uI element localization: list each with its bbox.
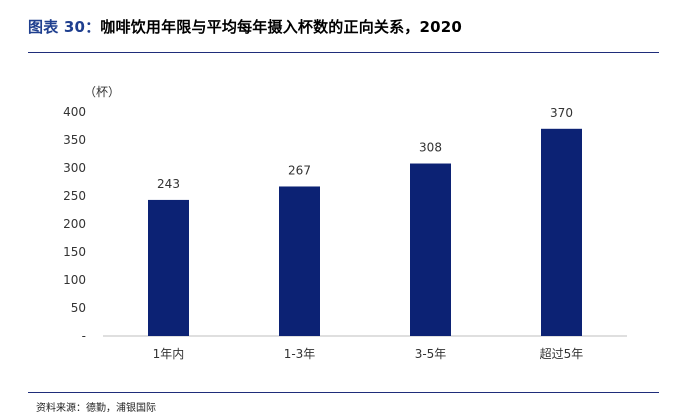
bars: [148, 128, 582, 336]
y-axis-ticks: 400 350 300 250 200 150 100 50 -: [63, 105, 86, 343]
x-tick-label: 1-3年: [284, 347, 316, 361]
y-axis-unit-label: （杯）: [84, 85, 120, 99]
bar: [410, 163, 451, 336]
bar: [148, 199, 189, 336]
bar-chart: （杯） 400 350 300 250 200 150 100 50 - 243 267 308 37…: [63, 85, 627, 361]
chart-title: 图表 30：咖啡饮用年限与平均每年摄入杯数的正向关系，2020: [28, 16, 462, 37]
bar-value-label: 243: [157, 177, 180, 191]
y-tick-label: 150: [63, 245, 86, 259]
y-tick-label: 400: [63, 105, 86, 119]
bar-value-label: 308: [419, 141, 442, 155]
y-tick-label: 300: [63, 161, 86, 175]
x-axis-tick-labels: 1年内 1-3年 3-5年 超过5年: [153, 346, 584, 361]
y-tick-label: 100: [63, 273, 86, 287]
y-tick-label: -: [82, 329, 86, 343]
x-tick-label: 3-5年: [415, 347, 447, 361]
bottom-divider: [28, 392, 659, 393]
y-tick-label: 250: [63, 189, 86, 203]
figure-title: 咖啡饮用年限与平均每年摄入杯数的正向关系，2020: [100, 18, 463, 36]
source-note: 资料来源：德勤，浦银国际: [36, 403, 156, 414]
y-tick-label: 50: [71, 301, 86, 315]
x-tick-label: 超过5年: [540, 346, 584, 361]
bar: [279, 186, 320, 336]
y-tick-label: 200: [63, 217, 86, 231]
figure-label: 图表 30：: [28, 18, 101, 36]
top-divider: [28, 52, 659, 53]
y-tick-label: 350: [63, 133, 86, 147]
bar: [541, 128, 582, 336]
bar-value-label: 370: [550, 106, 573, 120]
data-labels: 243 267 308 370: [157, 106, 573, 191]
x-tick-label: 1年内: [153, 347, 185, 361]
bar-value-label: 267: [288, 163, 311, 177]
